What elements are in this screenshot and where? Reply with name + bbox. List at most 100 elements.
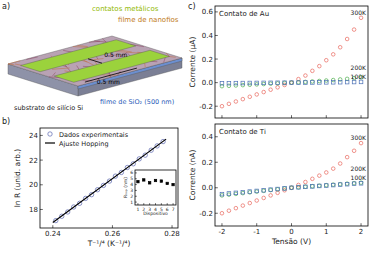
data-point	[269, 188, 273, 192]
y-tick-label: 1	[130, 200, 133, 205]
data-point	[324, 81, 328, 85]
series-label: 100K	[351, 73, 367, 80]
data-point	[276, 86, 280, 90]
y-axis-label: Rₕₒₚ (nm)	[123, 177, 128, 198]
y-tick	[215, 35, 218, 36]
data-point	[304, 80, 308, 84]
x-tick	[172, 225, 173, 228]
y-tick-label: -0.2	[199, 103, 213, 111]
data-point	[227, 81, 231, 85]
data-point	[262, 90, 266, 94]
label: 0.5 mm	[97, 78, 120, 85]
data-point	[304, 180, 308, 184]
chart-title: Contato de Au	[219, 10, 269, 18]
data-point	[324, 184, 328, 188]
data-point	[255, 81, 259, 85]
data-point	[248, 81, 252, 85]
y-tick-label: 0.0	[202, 79, 213, 87]
x-tick-label: -2	[218, 228, 225, 236]
data-point	[227, 192, 231, 196]
x-tick	[291, 223, 292, 226]
data-point	[255, 199, 259, 203]
label: filme de SiO₂ (500 nm)	[100, 98, 174, 106]
device-diagram: contatos metálicosfilme de nanofios0.5 m…	[8, 5, 182, 112]
x-tick-label: 0.24	[45, 230, 61, 238]
data-point	[331, 183, 335, 187]
data-point	[283, 81, 287, 85]
y-tick-label: -0.2	[199, 210, 213, 218]
x-tick-label: 7	[172, 207, 175, 212]
x-tick	[52, 225, 53, 228]
data-point	[234, 191, 238, 195]
data-point	[227, 84, 231, 88]
legend-swatch	[45, 142, 55, 143]
data-point	[318, 184, 322, 188]
data-point	[269, 194, 273, 198]
data-point	[262, 196, 266, 200]
data-point	[352, 80, 356, 84]
y-tick-label: 3	[130, 188, 133, 193]
y-tick-label: 2	[130, 194, 133, 199]
series-label: 200K	[351, 64, 367, 71]
data-point	[262, 189, 266, 193]
data-point	[276, 187, 280, 191]
plot-frame	[215, 124, 368, 226]
data-point	[262, 82, 266, 86]
nanowire	[52, 72, 55, 76]
chart: -0.20.00.20.40.6Corrente (µA)Contato de …	[188, 6, 368, 118]
legend-label: Dados experimentais	[59, 131, 129, 139]
x-tick	[143, 203, 144, 205]
y-tick	[215, 59, 218, 60]
figure: a)b)c)contatos metálicosfilme de nanofio…	[0, 0, 372, 254]
data-point	[290, 81, 294, 85]
data-point	[269, 81, 273, 85]
data-point	[318, 64, 322, 68]
data-point	[220, 211, 224, 215]
data-point	[359, 181, 363, 185]
data-point	[352, 181, 356, 185]
y-tick	[215, 82, 218, 83]
x-tick-label: 1	[136, 207, 139, 212]
y-tick	[40, 160, 43, 161]
y-tick	[135, 178, 137, 179]
y-tick	[215, 136, 218, 137]
data-point	[331, 78, 335, 82]
label: 0.5 mm	[104, 51, 127, 58]
data-point	[255, 189, 259, 193]
data-point	[269, 88, 273, 92]
series-label: 300K	[351, 134, 367, 141]
y-tick-label: 0.4	[202, 32, 214, 40]
y-tick-label: 18	[29, 206, 38, 214]
y-tick	[215, 213, 218, 214]
x-axis-label: T⁻¹/⁴ (K⁻¹/⁴)	[87, 239, 131, 248]
data-point	[234, 192, 238, 196]
x-tick	[256, 115, 257, 118]
x-tick-label: 1	[324, 228, 328, 236]
data-point	[290, 186, 294, 190]
x-tick	[167, 203, 168, 205]
data-point	[304, 74, 308, 78]
legend: Dados experimentaisAjuste Hopping	[45, 131, 129, 148]
data-point	[241, 191, 245, 195]
nanowire	[77, 45, 87, 46]
data-point	[352, 182, 356, 186]
series-label: 100K	[351, 174, 367, 181]
plot-frame	[40, 128, 178, 228]
plot-frame	[215, 6, 368, 118]
data-point	[352, 28, 356, 32]
y-tick-label: 6	[130, 170, 133, 175]
label: contatos metálicos	[92, 5, 159, 13]
x-tick	[361, 223, 362, 226]
data-point	[227, 209, 231, 213]
y-tick	[135, 196, 137, 197]
data-point	[338, 45, 342, 49]
data-point	[241, 190, 245, 194]
data-point	[318, 174, 322, 178]
x-tick	[161, 203, 162, 205]
data-point	[345, 182, 349, 186]
data-point	[148, 182, 150, 184]
data-point	[297, 80, 301, 84]
data-point	[276, 81, 280, 85]
data-point	[276, 187, 280, 191]
data-point	[241, 97, 245, 101]
